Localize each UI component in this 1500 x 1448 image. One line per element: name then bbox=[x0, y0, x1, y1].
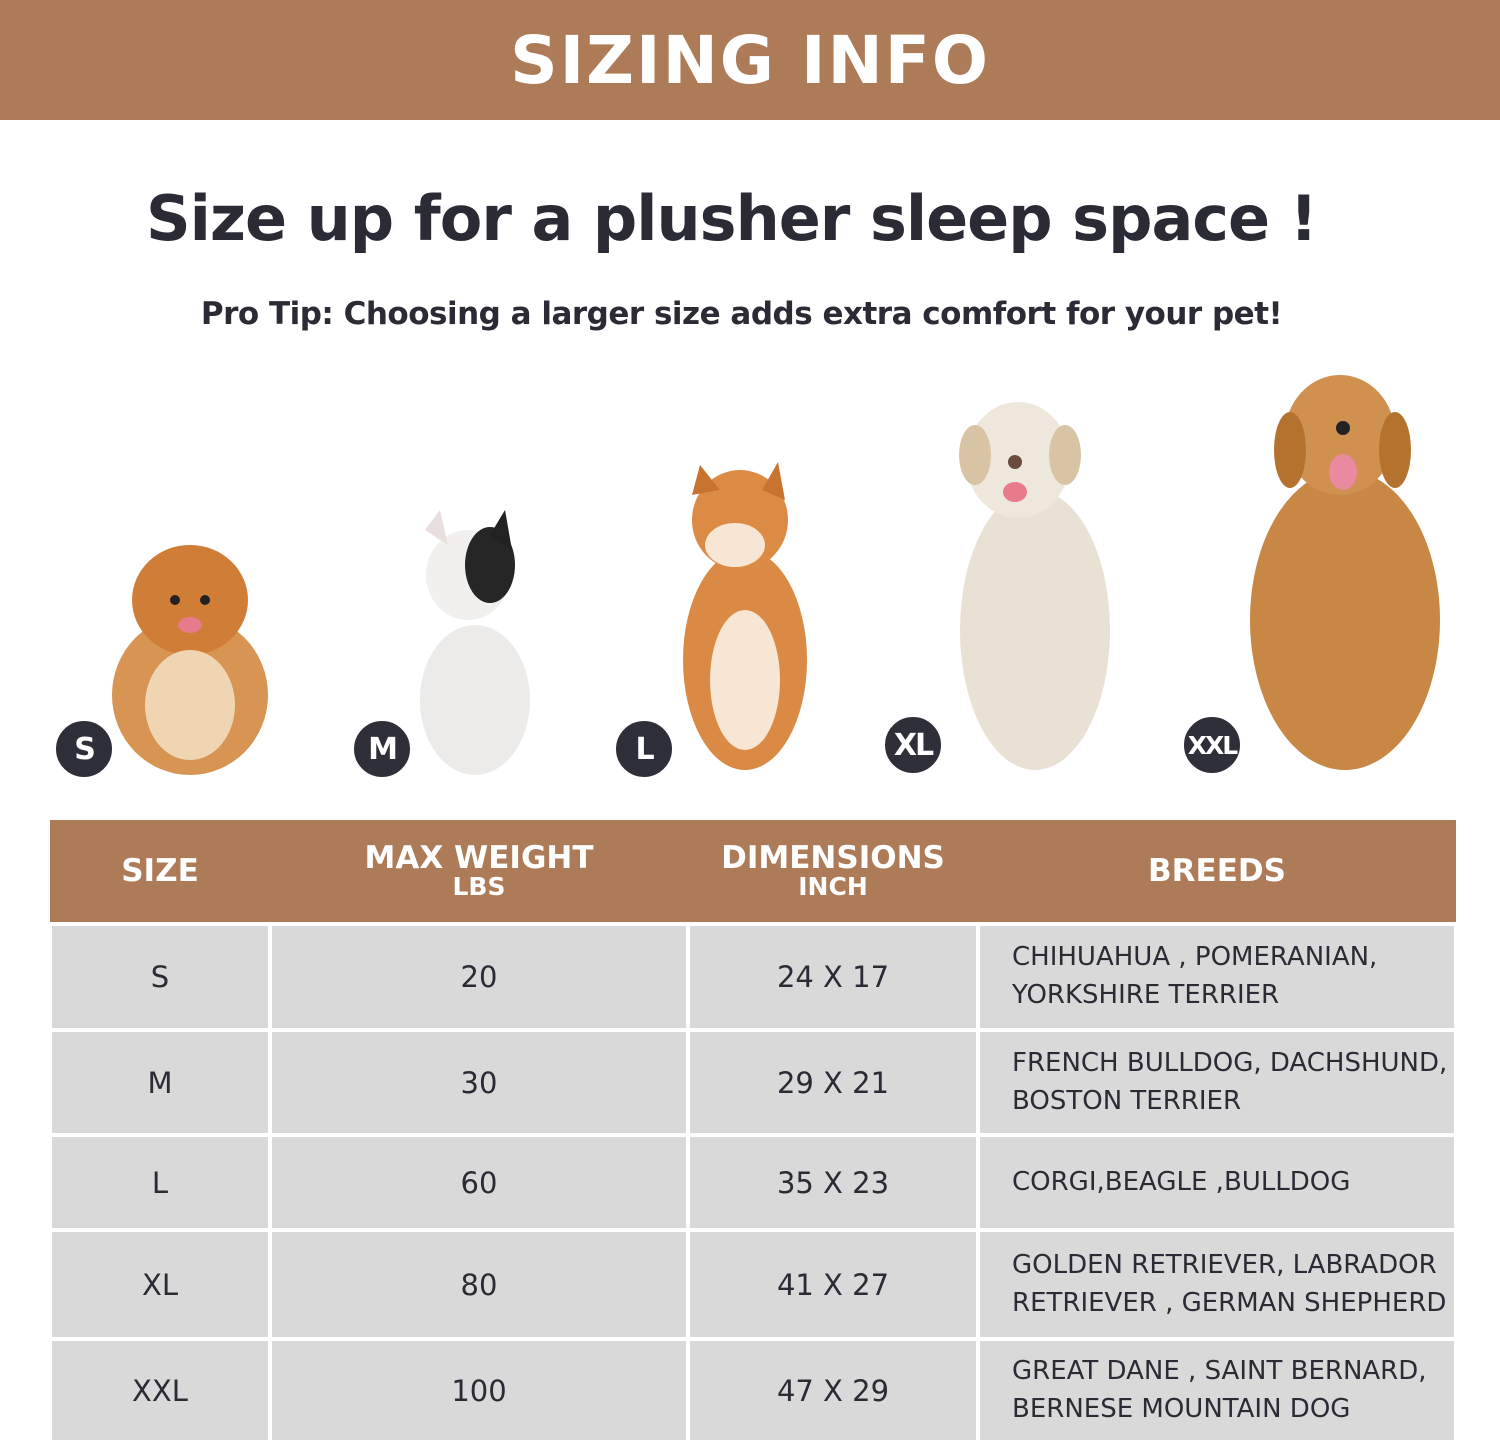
cell-size: XXL bbox=[48, 1337, 272, 1444]
cell-breeds: CHIHUAHUA , POMERANIAN, YORKSHIRE TERRIE… bbox=[976, 922, 1458, 1032]
size-table: SIZE MAX WEIGHT LBS DIMENSIONS INCH BREEDS… bbox=[48, 820, 1458, 1444]
size-badge-xxl: XXL bbox=[1182, 715, 1242, 775]
headline: Size up for a plusher sleep space ! bbox=[146, 182, 1318, 255]
size-badge-s: S bbox=[54, 719, 114, 779]
header-label: SIZE bbox=[121, 852, 199, 889]
cell-dimensions: 29 X 21 bbox=[686, 1028, 980, 1137]
header-max-weight: MAX WEIGHT LBS bbox=[270, 820, 688, 924]
pro-tip: Pro Tip: Choosing a larger size adds ext… bbox=[200, 296, 1283, 332]
banner-title: SIZING INFO bbox=[510, 21, 990, 99]
header-size: SIZE bbox=[50, 820, 270, 924]
table-row: L 60 35 X 23 CORGI,BEAGLE ,BULLDOG bbox=[48, 1133, 1458, 1232]
header-unit: INCH bbox=[798, 872, 868, 902]
size-badge-xl: XL bbox=[883, 715, 943, 775]
dog-lineup: S M L XL XXL bbox=[0, 360, 1500, 800]
cell-dimensions: 24 X 17 bbox=[686, 922, 980, 1032]
table-row: S 20 24 X 17 CHIHUAHUA , POMERANIAN, YOR… bbox=[48, 922, 1458, 1032]
table-row: XL 80 41 X 27 GOLDEN RETRIEVER, LABRADOR… bbox=[48, 1228, 1458, 1341]
size-badge-m: M bbox=[352, 719, 412, 779]
cell-breeds: CORGI,BEAGLE ,BULLDOG bbox=[976, 1133, 1458, 1232]
cell-weight: 30 bbox=[268, 1028, 690, 1137]
banner: SIZING INFO bbox=[0, 0, 1500, 120]
french-bulldog-image bbox=[420, 510, 530, 775]
cell-weight: 80 bbox=[268, 1228, 690, 1341]
table-header-row: SIZE MAX WEIGHT LBS DIMENSIONS INCH BREEDS bbox=[50, 820, 1456, 924]
dog-illustrations bbox=[112, 375, 1440, 775]
table-row: M 30 29 X 21 FRENCH BULLDOG, DACHSHUND, … bbox=[48, 1028, 1458, 1137]
table-row: XXL 100 47 X 29 GREAT DANE , SAINT BERNA… bbox=[48, 1337, 1458, 1444]
labrador-image bbox=[959, 402, 1110, 770]
cell-weight: 60 bbox=[268, 1133, 690, 1232]
size-badge-l: L bbox=[614, 719, 674, 779]
cell-size: XL bbox=[48, 1228, 272, 1341]
header-label: DIMENSIONS bbox=[721, 839, 945, 876]
header-label: MAX WEIGHT bbox=[364, 839, 594, 876]
cell-size: S bbox=[48, 922, 272, 1032]
header-dimensions: DIMENSIONS INCH bbox=[688, 820, 978, 924]
header-label: BREEDS bbox=[1148, 852, 1286, 889]
cell-dimensions: 41 X 27 bbox=[686, 1228, 980, 1341]
cell-weight: 100 bbox=[268, 1337, 690, 1444]
header-unit: LBS bbox=[452, 872, 506, 902]
cell-size: L bbox=[48, 1133, 272, 1232]
cell-breeds: GOLDEN RETRIEVER, LABRADOR RETRIEVER , G… bbox=[976, 1228, 1458, 1341]
cell-weight: 20 bbox=[268, 922, 690, 1032]
cell-size: M bbox=[48, 1028, 272, 1137]
cell-dimensions: 47 X 29 bbox=[686, 1337, 980, 1444]
golden-retriever-image bbox=[1250, 375, 1440, 770]
shiba-inu-image bbox=[683, 462, 807, 770]
cell-breeds: FRENCH BULLDOG, DACHSHUND, BOSTON TERRIE… bbox=[976, 1028, 1458, 1137]
pomeranian-image bbox=[112, 545, 268, 775]
cell-dimensions: 35 X 23 bbox=[686, 1133, 980, 1232]
cell-breeds: GREAT DANE , SAINT BERNARD, BERNESE MOUN… bbox=[976, 1337, 1458, 1444]
header-breeds: BREEDS bbox=[978, 820, 1456, 924]
